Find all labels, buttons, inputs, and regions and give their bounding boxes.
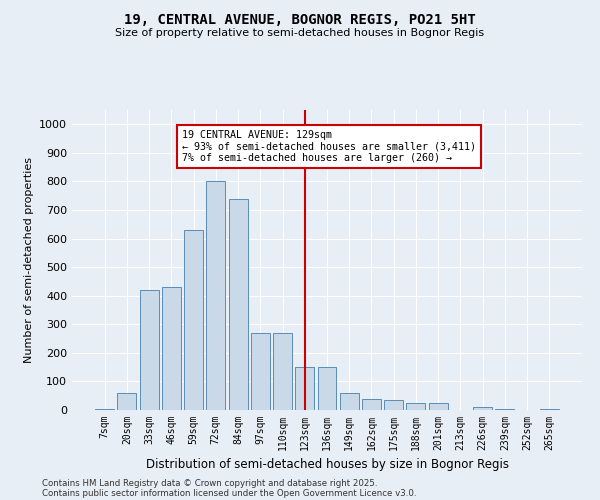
Text: Contains public sector information licensed under the Open Government Licence v3: Contains public sector information licen…	[42, 488, 416, 498]
Bar	[229, 198, 248, 410]
Y-axis label: Number of semi-detached properties: Number of semi-detached properties	[23, 157, 34, 363]
Text: 19, CENTRAL AVENUE, BOGNOR REGIS, PO21 5HT: 19, CENTRAL AVENUE, BOGNOR REGIS, PO21 5…	[124, 12, 476, 26]
Text: Contains HM Land Registry data © Crown copyright and database right 2025.: Contains HM Land Registry data © Crown c…	[42, 478, 377, 488]
Bar	[184, 230, 203, 410]
Bar	[384, 400, 403, 410]
Text: 19 CENTRAL AVENUE: 129sqm
← 93% of semi-detached houses are smaller (3,411)
7% o: 19 CENTRAL AVENUE: 129sqm ← 93% of semi-…	[182, 130, 476, 163]
Bar	[295, 367, 314, 410]
Bar	[362, 398, 381, 410]
Bar	[273, 333, 292, 410]
Bar	[429, 403, 448, 410]
Bar	[406, 403, 425, 410]
Bar	[317, 367, 337, 410]
Text: Size of property relative to semi-detached houses in Bognor Regis: Size of property relative to semi-detach…	[115, 28, 485, 38]
Bar	[140, 290, 158, 410]
Bar	[340, 393, 359, 410]
X-axis label: Distribution of semi-detached houses by size in Bognor Regis: Distribution of semi-detached houses by …	[146, 458, 509, 471]
Bar	[162, 287, 181, 410]
Bar	[496, 408, 514, 410]
Bar	[118, 393, 136, 410]
Bar	[206, 182, 225, 410]
Bar	[473, 407, 492, 410]
Bar	[251, 333, 270, 410]
